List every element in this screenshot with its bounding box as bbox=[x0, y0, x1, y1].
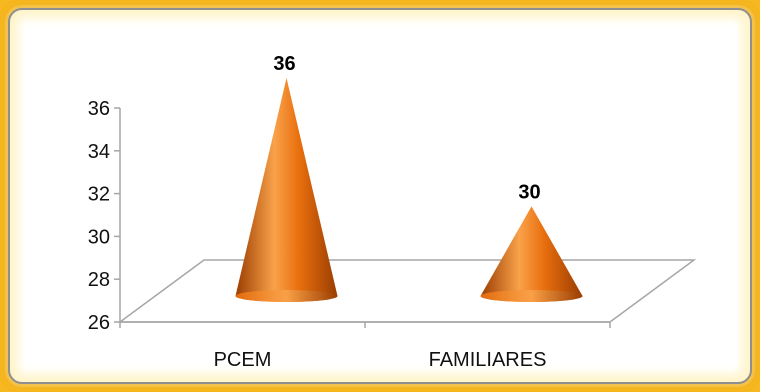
y-axis: 26 28 30 32 34 36 bbox=[88, 98, 121, 334]
y-tick-label: 32 bbox=[88, 184, 110, 206]
x-axis: PCEM FAMILIARES bbox=[119, 321, 611, 371]
data-label: 36 bbox=[273, 53, 295, 75]
data-labels: 36 30 bbox=[273, 53, 540, 203]
y-tick-label: 30 bbox=[88, 226, 110, 248]
y-tick-label: 36 bbox=[88, 98, 110, 120]
y-tick-label: 28 bbox=[88, 269, 110, 291]
cone-body bbox=[235, 78, 338, 302]
x-category-label: FAMILIARES bbox=[429, 349, 547, 371]
chart-floor bbox=[117, 259, 697, 323]
cone-base bbox=[480, 290, 583, 302]
data-label: 30 bbox=[518, 181, 540, 203]
cone-series bbox=[235, 78, 583, 302]
floor-plane bbox=[117, 259, 697, 323]
y-tick-label: 34 bbox=[88, 141, 110, 163]
cone-base bbox=[235, 290, 338, 302]
y-tick-label: 26 bbox=[88, 312, 110, 334]
cone-bar bbox=[480, 206, 583, 302]
cone-bar bbox=[235, 78, 338, 302]
x-category-label: PCEM bbox=[214, 349, 272, 371]
cone-body bbox=[480, 206, 583, 302]
